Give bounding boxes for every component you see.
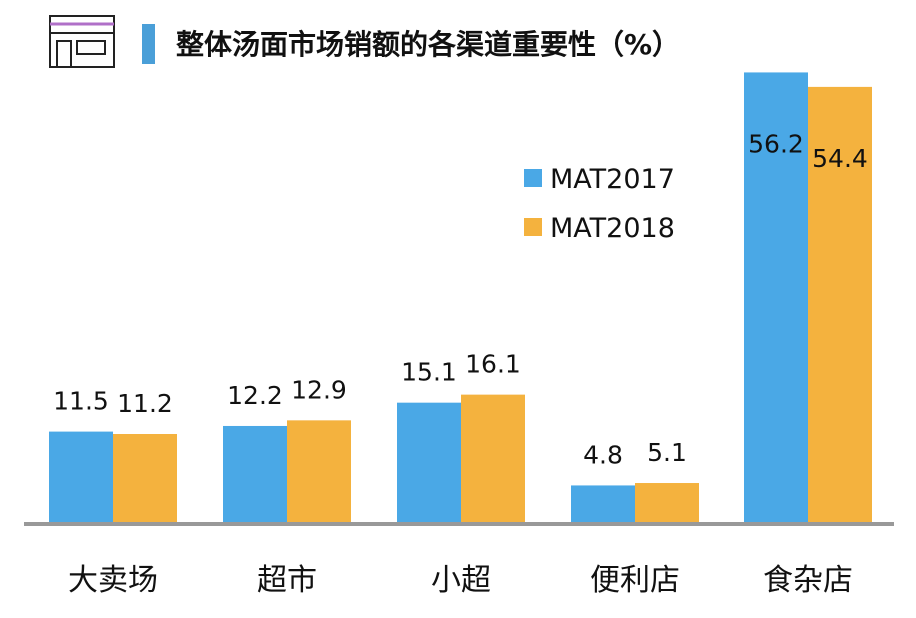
legend-label-mat2017: MAT2017 xyxy=(550,164,675,195)
bar-mat2017-1 xyxy=(223,425,287,524)
data-label-mat2018-0: 11.2 xyxy=(117,389,173,418)
bar-mat2017-0 xyxy=(49,431,113,524)
bar-mat2018-3 xyxy=(635,483,699,524)
data-label-mat2018-4: 54.4 xyxy=(812,144,868,173)
data-label-mat2017-4: 56.2 xyxy=(748,129,804,158)
bars xyxy=(49,72,872,524)
bar-mat2017-4 xyxy=(744,72,808,524)
bar-mat2017-2 xyxy=(397,402,461,524)
category-label-2: 小超 xyxy=(431,563,491,598)
data-label-mat2017-0: 11.5 xyxy=(53,387,109,416)
bar-mat2018-4 xyxy=(808,86,872,524)
chart-title: 整体汤面市场销额的各渠道重要性（%） xyxy=(176,28,680,61)
category-label-3: 便利店 xyxy=(590,563,680,598)
bar-mat2018-1 xyxy=(287,420,351,524)
bar-mat2017-3 xyxy=(571,485,635,524)
category-label-4: 食杂店 xyxy=(763,563,853,598)
bar-mat2018-0 xyxy=(113,434,177,524)
category-label-1: 超市 xyxy=(257,563,317,598)
category-labels: 大卖场 超市 小超 便利店 食杂店 xyxy=(68,563,853,598)
value-labels: 11.5 11.2 12.2 12.9 15.1 16.1 4.8 5.1 56.2 54.4 xyxy=(53,129,868,469)
data-label-mat2018-3: 5.1 xyxy=(647,438,687,467)
data-label-mat2017-3: 4.8 xyxy=(583,440,623,469)
store-icon xyxy=(49,15,115,68)
data-label-mat2017-2: 15.1 xyxy=(401,358,457,387)
data-label-mat2018-1: 12.9 xyxy=(291,375,347,404)
category-label-0: 大卖场 xyxy=(68,563,158,598)
data-label-mat2017-1: 12.2 xyxy=(227,381,283,410)
legend-swatch-mat2017 xyxy=(524,169,542,187)
bar-mat2018-2 xyxy=(461,394,525,524)
title-accent-bar xyxy=(142,24,155,64)
legend: MAT2017 MAT2018 xyxy=(524,164,675,244)
legend-label-mat2018: MAT2018 xyxy=(550,213,675,244)
data-label-mat2018-2: 16.1 xyxy=(465,350,521,379)
legend-swatch-mat2018 xyxy=(524,218,542,236)
